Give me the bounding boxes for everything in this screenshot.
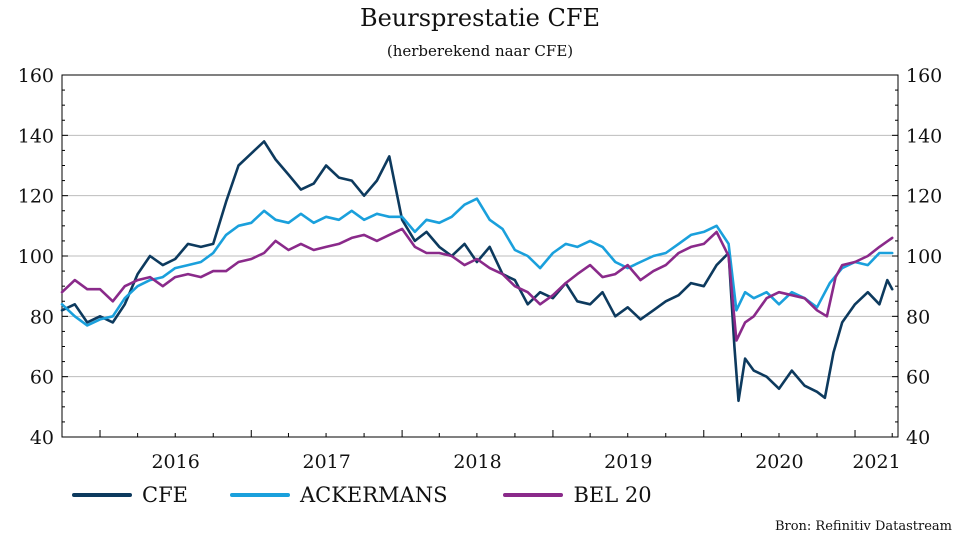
x-tick-label-2017: 2017 bbox=[303, 451, 351, 473]
y-tick-label-right-80: 80 bbox=[906, 306, 930, 328]
y-tick-label-right-40: 40 bbox=[906, 427, 930, 449]
y-tick-label-left-40: 40 bbox=[30, 427, 54, 449]
legend-label-ackermans: ACKERMANS bbox=[299, 483, 448, 507]
y-tick-label-left-60: 60 bbox=[30, 367, 54, 389]
y-tick-label-left-80: 80 bbox=[30, 306, 54, 328]
x-tick-label-2020: 2020 bbox=[755, 451, 803, 473]
legend-swatch-bel20 bbox=[503, 493, 564, 497]
y-tick-label-right-160: 160 bbox=[906, 65, 942, 87]
y-tick-label-right-140: 140 bbox=[906, 125, 942, 147]
y-tick-label-right-100: 100 bbox=[906, 246, 942, 268]
series-lines bbox=[60, 140, 894, 403]
y-tick-label-right-60: 60 bbox=[906, 367, 930, 389]
legend: CFE ACKERMANS BEL 20 bbox=[72, 483, 694, 507]
axis-ticks bbox=[61, 74, 898, 438]
y-tick-label-left-100: 100 bbox=[18, 246, 54, 268]
series-line-ackermans bbox=[60, 197, 894, 327]
y-tick-label-left-140: 140 bbox=[18, 125, 54, 147]
chart-subtitle: (herberekend naar CFE) bbox=[386, 42, 574, 60]
x-tick-label-2021: 2021 bbox=[852, 451, 900, 473]
gridlines bbox=[62, 134, 898, 378]
x-tick-label-2018: 2018 bbox=[453, 451, 501, 473]
x-tick-label-2019: 2019 bbox=[604, 451, 652, 473]
y-tick-label-left-120: 120 bbox=[18, 186, 54, 208]
legend-item-ackermans: ACKERMANS bbox=[229, 483, 448, 507]
legend-label-cfe: CFE bbox=[142, 483, 188, 507]
series-line-bel-20 bbox=[60, 227, 894, 342]
y-tick-label-left-160: 160 bbox=[18, 65, 54, 87]
x-tick-label-2016: 2016 bbox=[151, 451, 199, 473]
legend-label-bel20: BEL 20 bbox=[573, 483, 652, 507]
tick-labels: 40 40 60 60 80 80 100 100 120 120 140 140 160 160 2016… bbox=[18, 65, 943, 473]
source-note: Bron: Refinitiv Datastream bbox=[774, 519, 952, 534]
chart-title: Beursprestatie CFE bbox=[359, 4, 601, 32]
legend-swatch-cfe bbox=[72, 493, 132, 497]
legend-item-bel20: BEL 20 bbox=[503, 483, 652, 507]
legend-item-cfe: CFE bbox=[72, 483, 188, 507]
y-tick-label-right-120: 120 bbox=[906, 186, 942, 208]
legend-swatch-ackermans bbox=[229, 493, 290, 497]
series-line-cfe bbox=[60, 140, 894, 403]
